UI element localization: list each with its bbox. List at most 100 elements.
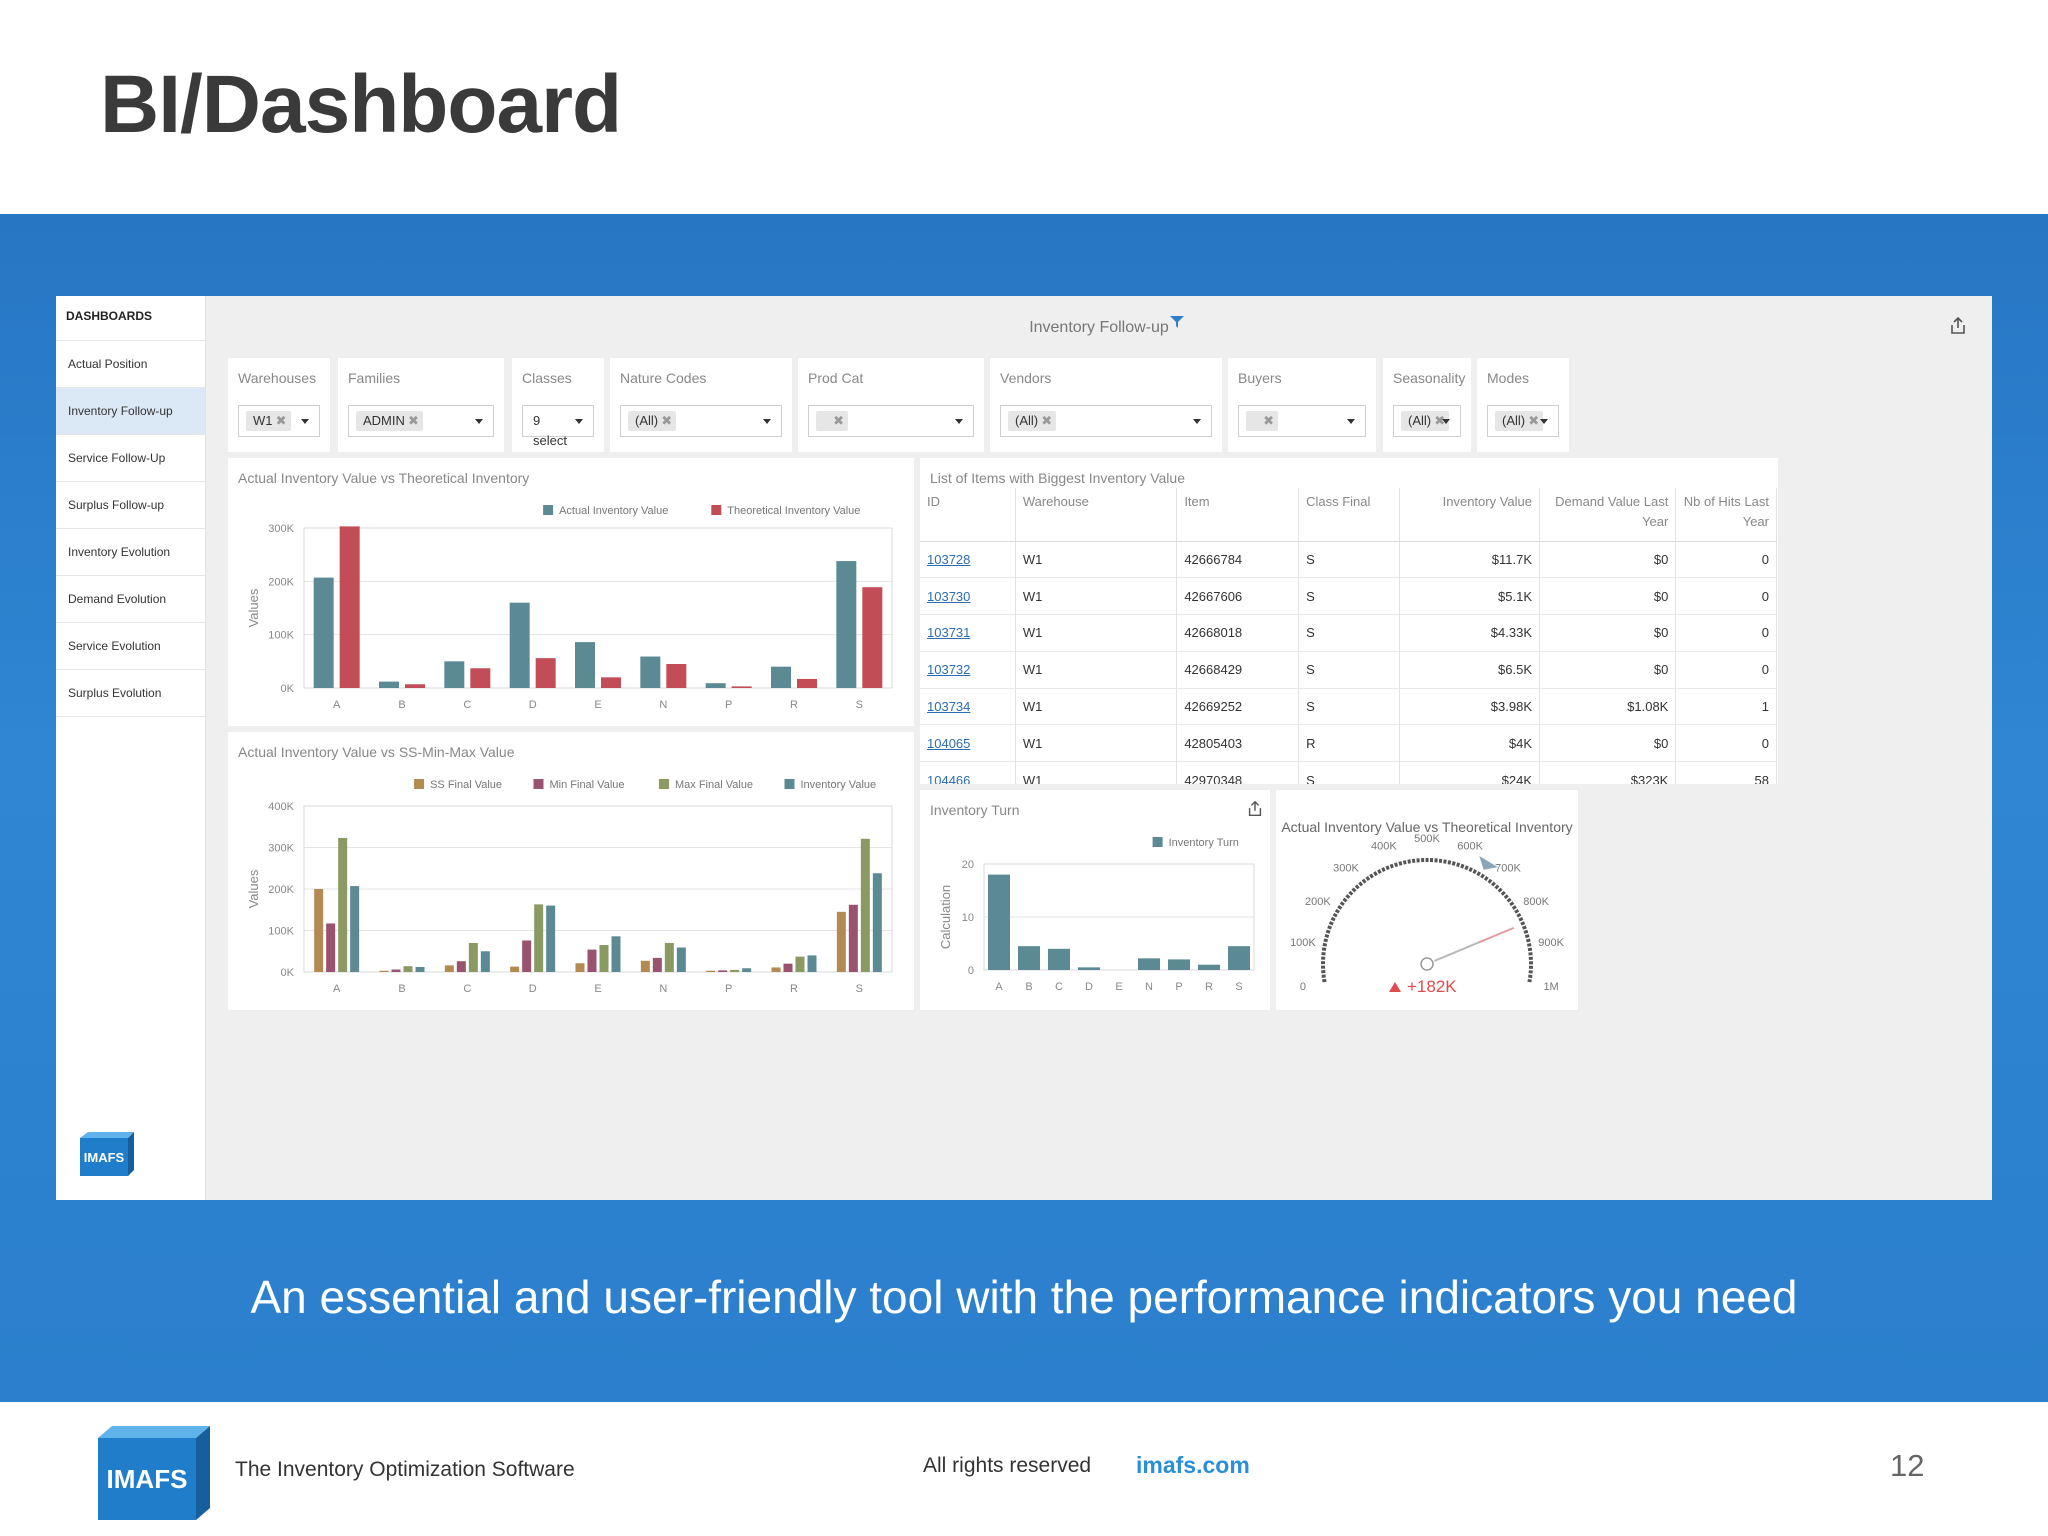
chevron-down-icon[interactable] <box>1347 419 1355 424</box>
column-header[interactable]: Inventory Value <box>1399 488 1541 542</box>
filter-chip: 9 select <box>533 413 567 448</box>
modes-select[interactable]: (All) ✖ <box>1487 405 1559 437</box>
legend-label: Theoretical Inventory Value <box>727 505 860 517</box>
nature-codes-select[interactable]: (All) ✖ <box>620 405 782 437</box>
bar <box>988 874 1010 970</box>
column-header[interactable]: Warehouse <box>1015 488 1178 542</box>
table-cell: $0 <box>1539 577 1677 616</box>
sidebar-item-surplus-evolution[interactable]: Surplus Evolution <box>56 670 205 717</box>
chevron-down-icon[interactable] <box>575 419 583 424</box>
item-id-link[interactable]: 103732 <box>927 662 971 678</box>
remove-icon[interactable]: ✖ <box>1434 413 1446 428</box>
bar <box>797 678 817 688</box>
sidebar-item-inventory-follow-up[interactable]: Inventory Follow-up <box>56 388 205 435</box>
x-tick-label: C <box>1055 981 1063 993</box>
table-body: 103728 W1 42666784 S $11.7K $0 0 103730 W1 426676… <box>920 541 1777 784</box>
x-tick-label: R <box>790 983 798 995</box>
prod-cat-select[interactable]: ✖ <box>808 405 974 437</box>
table-cell[interactable]: 103730 <box>920 577 1016 616</box>
chevron-down-icon[interactable] <box>763 419 771 424</box>
chevron-down-icon[interactable] <box>475 419 483 424</box>
column-header[interactable]: Demand Value Last Year <box>1539 488 1677 542</box>
sidebar-item-service-follow-up[interactable]: Service Follow-Up <box>56 435 205 482</box>
column-header[interactable]: Class Final <box>1298 488 1400 542</box>
filter-nature-codes: Nature Codes (All) ✖ <box>610 358 792 452</box>
sidebar-item-surplus-follow-up[interactable]: Surplus Follow-up <box>56 482 205 529</box>
chevron-down-icon[interactable] <box>1193 419 1201 424</box>
chevron-down-icon[interactable] <box>1442 419 1450 424</box>
y-tick-label: 200K <box>268 576 294 588</box>
x-tick-label: S <box>1235 981 1242 993</box>
classes-select[interactable]: 9 select <box>522 405 594 448</box>
table-row[interactable]: 103732 W1 42668429 S $6.5K $0 0 <box>920 651 1777 689</box>
item-id-link[interactable]: 103734 <box>927 699 971 715</box>
item-id-link[interactable]: 104466 <box>927 772 971 784</box>
table-cell[interactable]: 103731 <box>920 614 1016 652</box>
remove-icon[interactable]: ✖ <box>1528 413 1540 428</box>
table-cell[interactable]: 103732 <box>920 651 1016 689</box>
item-id-link[interactable]: 103728 <box>927 551 971 567</box>
table-row[interactable]: 104466 W1 42970348 S $24K $323K 58 <box>920 761 1777 784</box>
bar-chart-actual-vs-ssminmax: 0K 100K 200K 300K 400K Values A B C D E N P R S Invento… <box>246 779 893 995</box>
table-cell: 42669252 <box>1176 688 1300 726</box>
export-icon[interactable] <box>1246 800 1264 818</box>
remove-icon[interactable]: ✖ <box>661 413 673 428</box>
bar <box>836 561 857 688</box>
bar <box>611 936 621 972</box>
sidebar-item-demand-evolution[interactable]: Demand Evolution <box>56 576 205 623</box>
x-tick-label: D <box>529 699 537 711</box>
sidebar-item-service-evolution[interactable]: Service Evolution <box>56 623 205 670</box>
remove-icon[interactable]: ✖ <box>1041 413 1053 428</box>
table-cell[interactable]: 103728 <box>920 541 1016 579</box>
y-axis-label: Calculation <box>938 885 953 949</box>
filter-label: Prod Cat <box>808 370 864 386</box>
families-select[interactable]: ADMIN ✖ <box>348 405 494 437</box>
sidebar-item-inventory-evolution[interactable]: Inventory Evolution <box>56 529 205 576</box>
bar <box>456 961 466 972</box>
filter-icon[interactable] <box>1169 314 1185 330</box>
export-icon[interactable] <box>1948 316 1968 336</box>
table-row[interactable]: 103730 W1 42667606 S $5.1K $0 0 <box>920 577 1777 616</box>
remove-icon[interactable]: ✖ <box>407 413 419 428</box>
bar <box>575 963 585 972</box>
vendors-select[interactable]: (All) ✖ <box>1000 405 1212 437</box>
filter-label: Modes <box>1487 370 1530 386</box>
column-header[interactable]: ID <box>920 488 1016 542</box>
table-cell: 42666784 <box>1176 541 1300 579</box>
remove-icon[interactable]: ✖ <box>1263 413 1274 428</box>
legend-label: Max Final Value <box>675 779 753 791</box>
warehouses-select[interactable]: W1 ✖ <box>238 405 320 437</box>
gauge-tick-label: 400K <box>1371 841 1397 853</box>
bar <box>664 942 674 972</box>
table-row[interactable]: 103728 W1 42666784 S $11.7K $0 0 <box>920 541 1777 579</box>
item-id-link[interactable]: 103731 <box>927 625 971 641</box>
legend-swatch <box>414 779 425 789</box>
sidebar-item-actual-position[interactable]: Actual Position <box>56 341 205 388</box>
filter-seasonality: Seasonality (All) ✖ <box>1383 358 1471 452</box>
item-id-link[interactable]: 103730 <box>927 588 971 604</box>
item-id-link[interactable]: 104065 <box>927 735 971 751</box>
bar <box>1138 958 1160 970</box>
table-cell[interactable]: 104466 <box>920 761 1016 784</box>
table-row[interactable]: 103731 W1 42668018 S $4.33K $0 0 <box>920 614 1777 652</box>
remove-icon[interactable]: ✖ <box>275 413 287 428</box>
table-cell: 0 <box>1675 577 1777 616</box>
footer-site-link[interactable]: imafs.com <box>1136 1452 1250 1478</box>
bar <box>350 886 360 972</box>
bar <box>391 969 401 972</box>
column-header[interactable]: Nb of Hits Last Year <box>1675 488 1777 542</box>
chevron-down-icon[interactable] <box>1540 419 1548 424</box>
remove-icon[interactable]: ✖ <box>833 413 844 428</box>
filter-label: Classes <box>522 370 572 386</box>
seasonality-select[interactable]: (All) ✖ <box>1393 405 1461 437</box>
table-cell[interactable]: 104065 <box>920 724 1016 763</box>
chevron-down-icon[interactable] <box>955 419 963 424</box>
table-row[interactable]: 103734 W1 42669252 S $3.98K $1.08K 1 <box>920 688 1777 726</box>
bar <box>676 947 686 972</box>
column-header[interactable]: Item <box>1176 488 1300 542</box>
table-row[interactable]: 104065 W1 42805403 R $4K $0 0 <box>920 724 1777 763</box>
buyers-select[interactable]: ✖ <box>1238 405 1366 437</box>
table-cell: 42970348 <box>1176 761 1300 784</box>
chevron-down-icon[interactable] <box>301 419 309 424</box>
table-cell[interactable]: 103734 <box>920 688 1016 726</box>
